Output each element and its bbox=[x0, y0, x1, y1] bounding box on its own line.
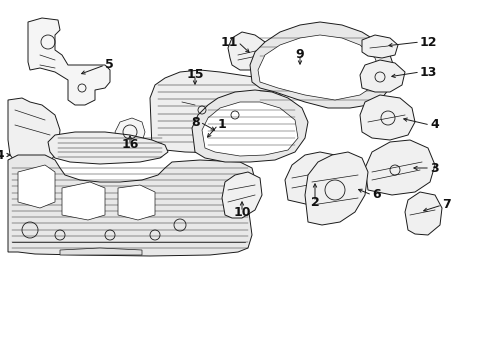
Polygon shape bbox=[364, 140, 434, 195]
Text: 1: 1 bbox=[218, 118, 226, 131]
Polygon shape bbox=[60, 248, 142, 255]
Text: 13: 13 bbox=[419, 66, 436, 78]
Polygon shape bbox=[48, 132, 168, 164]
Polygon shape bbox=[359, 95, 414, 140]
Polygon shape bbox=[8, 155, 254, 256]
Polygon shape bbox=[249, 22, 394, 108]
Text: 14: 14 bbox=[0, 149, 5, 162]
Polygon shape bbox=[62, 182, 105, 220]
Polygon shape bbox=[361, 35, 397, 58]
Polygon shape bbox=[8, 98, 60, 170]
Text: 15: 15 bbox=[186, 68, 203, 81]
Text: 2: 2 bbox=[310, 195, 319, 208]
Text: 12: 12 bbox=[419, 36, 437, 49]
Polygon shape bbox=[115, 118, 145, 146]
Polygon shape bbox=[18, 165, 55, 208]
Polygon shape bbox=[305, 152, 367, 225]
Polygon shape bbox=[227, 32, 271, 70]
Polygon shape bbox=[28, 18, 110, 105]
Polygon shape bbox=[404, 192, 441, 235]
Text: 8: 8 bbox=[191, 116, 200, 129]
Text: 16: 16 bbox=[121, 139, 139, 152]
Text: 9: 9 bbox=[295, 49, 304, 62]
Text: 11: 11 bbox=[220, 36, 238, 49]
Polygon shape bbox=[258, 35, 379, 100]
Text: 5: 5 bbox=[105, 58, 114, 72]
Polygon shape bbox=[285, 152, 341, 205]
Text: 6: 6 bbox=[371, 189, 380, 202]
Text: 10: 10 bbox=[233, 206, 250, 219]
Polygon shape bbox=[150, 70, 280, 153]
Polygon shape bbox=[359, 60, 404, 92]
Polygon shape bbox=[222, 172, 262, 218]
Polygon shape bbox=[118, 185, 155, 220]
Text: 3: 3 bbox=[429, 162, 438, 175]
Text: 7: 7 bbox=[441, 198, 450, 211]
Polygon shape bbox=[202, 102, 297, 156]
Polygon shape bbox=[192, 90, 307, 162]
Text: 4: 4 bbox=[429, 118, 438, 131]
